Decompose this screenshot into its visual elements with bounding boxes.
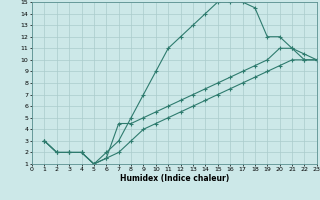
X-axis label: Humidex (Indice chaleur): Humidex (Indice chaleur) — [120, 174, 229, 183]
